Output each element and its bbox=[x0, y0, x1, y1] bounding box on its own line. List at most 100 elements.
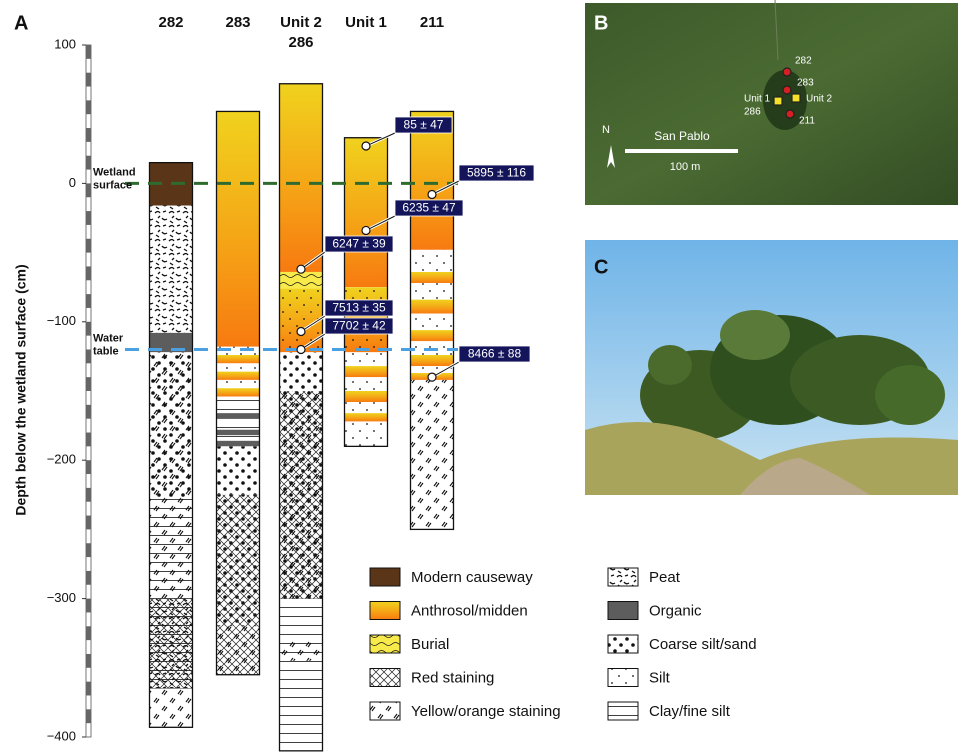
layer bbox=[216, 446, 260, 495]
map-island bbox=[763, 70, 807, 130]
date-label: 5895 ± 116 bbox=[467, 166, 526, 180]
layer bbox=[216, 363, 260, 372]
layer bbox=[344, 421, 388, 447]
axis-bar-segment bbox=[86, 404, 91, 419]
photo-path bbox=[740, 458, 870, 495]
column bbox=[215, 110, 261, 676]
panel-label: C bbox=[594, 256, 608, 278]
axis-bar-segment bbox=[86, 100, 91, 115]
map-place: San Pablo bbox=[654, 129, 710, 143]
layer bbox=[216, 413, 260, 419]
panel-label: A bbox=[14, 12, 28, 34]
layer bbox=[279, 271, 323, 289]
photo-grass bbox=[585, 422, 958, 495]
layer bbox=[149, 352, 193, 499]
layer bbox=[149, 205, 193, 333]
map-marker bbox=[785, 109, 795, 119]
date-box bbox=[394, 199, 464, 217]
legend-label: Peat bbox=[649, 569, 681, 586]
legend-swatch bbox=[607, 668, 639, 687]
date-leader bbox=[300, 333, 326, 350]
layer bbox=[149, 332, 193, 353]
map-marker bbox=[782, 85, 792, 95]
axis-bar-segment bbox=[86, 183, 91, 198]
panel-label: B bbox=[594, 12, 608, 34]
layer bbox=[216, 494, 260, 627]
date-box bbox=[458, 164, 535, 182]
legend-label: Coarse silt/sand bbox=[649, 636, 757, 653]
date-label: 8466 ± 88 bbox=[468, 347, 522, 361]
y-axis-title: Depth below the wetland surface (cm) bbox=[13, 264, 29, 515]
axis-bar-segment bbox=[86, 515, 91, 530]
axis-bar-segment bbox=[86, 570, 91, 585]
legend-swatch bbox=[607, 567, 639, 587]
layer bbox=[216, 111, 260, 347]
column-outline bbox=[148, 161, 194, 728]
column-label: Unit 2 bbox=[280, 14, 322, 31]
legend-label: Yellow/orange staining bbox=[411, 703, 561, 720]
axis-bar-segment bbox=[86, 321, 91, 336]
layer bbox=[410, 379, 454, 530]
legend-label: Burial bbox=[411, 636, 449, 653]
layer bbox=[216, 371, 260, 380]
axis-bar-segment bbox=[86, 377, 91, 391]
column-outline bbox=[278, 83, 324, 752]
layer bbox=[149, 498, 193, 599]
legend-label: Silt bbox=[649, 669, 671, 686]
layer bbox=[344, 366, 388, 378]
date-leader bbox=[431, 180, 460, 195]
axis-bar-segment bbox=[86, 598, 91, 613]
reference-label: Wetland bbox=[93, 166, 136, 178]
reference-label: table bbox=[93, 345, 119, 357]
reference-label: Water bbox=[93, 332, 124, 344]
layer bbox=[410, 283, 454, 300]
layer bbox=[410, 299, 454, 314]
date-point bbox=[361, 225, 371, 236]
layer bbox=[216, 396, 260, 414]
layer bbox=[410, 366, 454, 374]
layer bbox=[344, 377, 388, 391]
layer bbox=[279, 640, 323, 661]
date-label: 7702 ± 42 bbox=[332, 319, 386, 333]
axis-bar-segment bbox=[86, 543, 91, 558]
legend-label: Anthrosol/midden bbox=[411, 602, 528, 619]
date-label: 7513 ± 35 bbox=[332, 301, 386, 315]
column-label: 282 bbox=[158, 14, 183, 31]
layer bbox=[344, 352, 388, 367]
layer bbox=[216, 355, 260, 364]
date-leader bbox=[431, 361, 460, 378]
date-box bbox=[458, 345, 531, 363]
date-label: 6235 ± 47 bbox=[402, 201, 456, 215]
date-box bbox=[394, 116, 453, 134]
y-tick-label: −300 bbox=[47, 590, 76, 605]
legend-label: Red staining bbox=[411, 669, 494, 686]
layer bbox=[216, 626, 260, 675]
column bbox=[148, 161, 194, 728]
legend-swatch bbox=[369, 668, 401, 687]
layer bbox=[410, 249, 454, 272]
layer bbox=[216, 418, 260, 430]
layer bbox=[149, 598, 193, 689]
layer bbox=[279, 660, 323, 751]
axis-bar-segment bbox=[86, 487, 91, 502]
column bbox=[278, 83, 324, 752]
axis-bar-segment bbox=[86, 432, 91, 447]
axis-bar-segment bbox=[86, 211, 91, 225]
legend-label: Clay/fine silt bbox=[649, 703, 731, 720]
map-marker bbox=[782, 67, 792, 77]
date-box bbox=[324, 299, 394, 317]
legend-swatch bbox=[607, 601, 639, 620]
layer bbox=[410, 330, 454, 342]
layer bbox=[410, 355, 454, 367]
north-arrow bbox=[607, 145, 615, 168]
legend-swatch bbox=[369, 567, 401, 587]
map-label: 286 bbox=[744, 107, 761, 118]
map-panel: B San Pablo 100 m N bbox=[585, 0, 958, 205]
column-outline bbox=[409, 110, 455, 531]
date-leader bbox=[365, 215, 396, 231]
legend-swatch bbox=[369, 634, 401, 654]
date-point bbox=[296, 344, 306, 355]
axis-bar-segment bbox=[86, 709, 91, 724]
map-marker bbox=[791, 93, 801, 103]
date-label: 6247 ± 39 bbox=[332, 237, 386, 251]
